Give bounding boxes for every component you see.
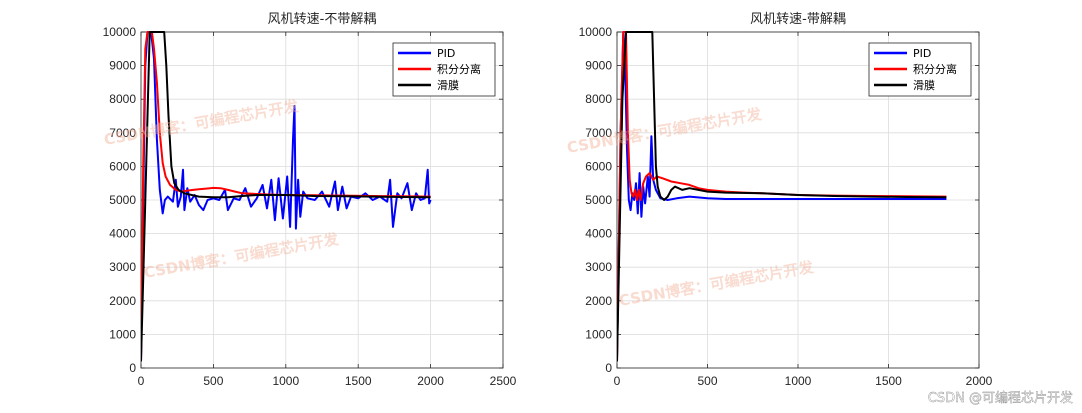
x-tick-label: 2500 — [490, 374, 517, 388]
x-tick-label: 0 — [138, 374, 145, 388]
series-line-3 — [617, 31, 947, 362]
y-tick-label: 5000 — [109, 193, 136, 207]
legend-label: 滑膜 — [913, 79, 935, 92]
y-tick-label: 4000 — [585, 227, 612, 241]
y-tick-label: 6000 — [109, 159, 136, 173]
y-tick-label: 3000 — [585, 260, 612, 274]
chart-panel-2: 0 500 1000 1500 2000 0 1000 2000 3000 4000 5000 600… — [579, 12, 993, 388]
x-tick-label: 1000 — [272, 374, 299, 388]
y-tick-label: 1000 — [109, 327, 136, 341]
legend-label: PID — [913, 47, 931, 60]
y-tick-label: 5000 — [585, 193, 612, 207]
chart-title: 风机转速-带解耦 — [750, 12, 846, 27]
y-tick-label: 3000 — [109, 260, 136, 274]
y-tick-label: 10000 — [103, 25, 137, 39]
y-tick-label: 8000 — [585, 92, 612, 106]
chart-title: 风机转速-不带解耦 — [268, 12, 377, 27]
y-tick-label: 2000 — [585, 294, 612, 308]
legend-label: 滑膜 — [437, 79, 459, 92]
legend-label: 积分分离 — [913, 62, 957, 76]
x-tick-label: 2000 — [966, 374, 993, 388]
y-tick-label: 2000 — [109, 294, 136, 308]
y-tick-label: 9000 — [109, 59, 136, 73]
y-tick-label: 4000 — [109, 227, 136, 241]
y-tick-label: 0 — [129, 361, 136, 375]
y-tick-label: 1000 — [585, 327, 612, 341]
x-tick-label: 500 — [203, 374, 223, 388]
x-tick-label: 1500 — [345, 374, 372, 388]
x-tick-label: 1500 — [875, 374, 902, 388]
x-tick-label: 500 — [697, 374, 717, 388]
y-tick-label: 0 — [605, 361, 612, 375]
x-tick-label: 1000 — [785, 374, 812, 388]
x-tick-label: 0 — [614, 374, 621, 388]
legend-label: 积分分离 — [437, 62, 481, 76]
series-line-3 — [141, 31, 431, 362]
y-tick-label: 9000 — [585, 59, 612, 73]
csdn-credit: CSDN @可编程芯片开发 — [928, 390, 1073, 406]
x-tick-label: 2000 — [417, 374, 444, 388]
y-tick-label: 7000 — [109, 126, 136, 140]
chart-panel-1: 0 500 1000 1500 2000 2500 0 1000 2000 3000 4000 500… — [103, 12, 517, 388]
y-tick-label: 8000 — [109, 92, 136, 106]
y-tick-label: 7000 — [585, 126, 612, 140]
y-tick-label: 6000 — [585, 159, 612, 173]
y-tick-label: 10000 — [579, 25, 613, 39]
legend-label: PID — [437, 47, 455, 60]
series-line-1 — [617, 31, 947, 362]
